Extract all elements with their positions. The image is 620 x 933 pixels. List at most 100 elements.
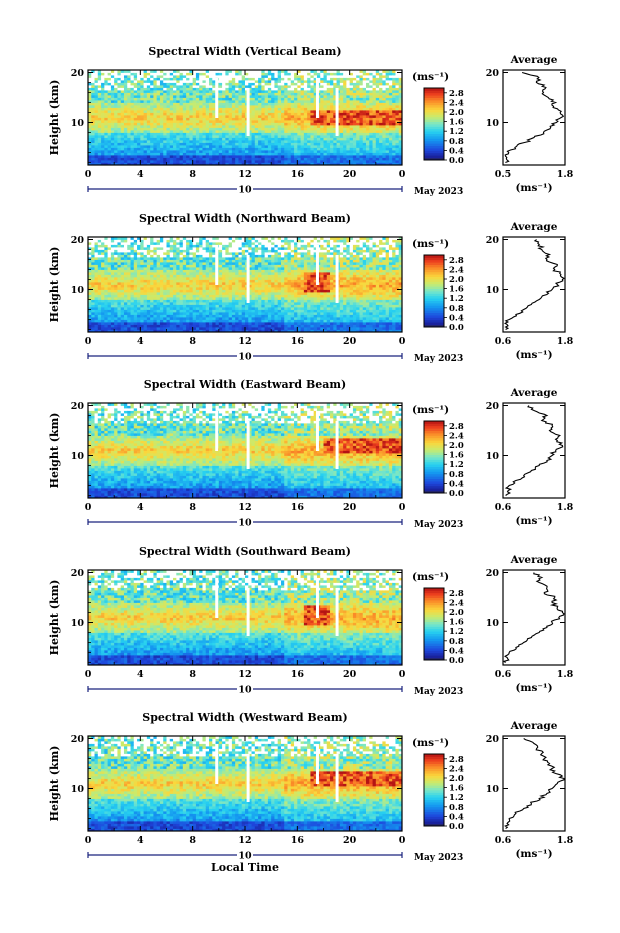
heatmap-cell [209, 93, 213, 96]
heatmap-cell [199, 75, 203, 78]
heatmap-cell [389, 90, 393, 93]
heatmap-cell [98, 130, 102, 133]
heatmap-cell [363, 100, 367, 103]
heatmap-cell [350, 118, 354, 121]
heatmap-cell [379, 143, 383, 146]
colorbar-tick-label: 1.6 [449, 118, 464, 128]
heatmap-cell [252, 118, 256, 121]
heatmap-cell [153, 128, 157, 131]
heatmap-cell [150, 123, 154, 126]
heatmap-cell [350, 143, 354, 146]
heatmap-cell [137, 287, 141, 290]
heatmap-cell [111, 105, 115, 108]
panel-2: Spectral Width (Northward Beam)1020Heigh… [48, 212, 574, 364]
heatmap-cell [350, 90, 354, 93]
heatmap-cell [147, 305, 151, 308]
heatmap-cell [134, 242, 138, 245]
heatmap-cell [373, 110, 377, 113]
heatmap-cell [320, 93, 324, 96]
heatmap-cell [170, 80, 174, 83]
heatmap-cell [186, 280, 190, 283]
heatmap-cell [366, 90, 370, 93]
heatmap-cell [356, 100, 360, 103]
heatmap-cell [330, 73, 334, 76]
heatmap-cell [176, 312, 180, 315]
heatmap-cell [274, 93, 278, 96]
heatmap-cell [327, 145, 331, 148]
heatmap-cell [101, 150, 105, 153]
heatmap-cell [202, 130, 206, 133]
heatmap-cell [163, 138, 167, 141]
heatmap-cell [304, 140, 308, 143]
heatmap-cell [222, 148, 226, 151]
heatmap-cell [330, 85, 334, 88]
heatmap-cell [310, 98, 314, 101]
heatmap-cell [363, 118, 367, 121]
heatmap-cell [382, 108, 386, 111]
heatmap-cell [359, 160, 363, 163]
heatmap-cell [180, 315, 184, 318]
heatmap-cell [131, 155, 135, 158]
heatmap-cell [153, 88, 157, 91]
heatmap-cell [153, 277, 157, 280]
heatmap-cell [160, 133, 164, 136]
heatmap-cell [291, 105, 295, 108]
heatmap-cell [320, 75, 324, 78]
heatmap-cell [121, 267, 125, 270]
heatmap-cell [108, 130, 112, 133]
heatmap-cell [98, 292, 102, 295]
heatmap-cell [167, 265, 171, 268]
heatmap-cell [150, 100, 154, 103]
heatmap-cell [167, 123, 171, 126]
heatmap-cell [327, 148, 331, 151]
heatmap-cell [134, 285, 138, 288]
heatmap-cell [252, 83, 256, 86]
heatmap-cell [160, 150, 164, 153]
heatmap-cell [346, 85, 350, 88]
colorbar-segment [424, 119, 444, 122]
heatmap-cell [359, 78, 363, 81]
heatmap-cell [327, 135, 331, 138]
heatmap-cell [216, 125, 220, 128]
heatmap-cell [206, 88, 210, 91]
heatmap-cell [340, 98, 344, 101]
heatmap-cell [278, 138, 282, 141]
heatmap-cell [153, 292, 157, 295]
heatmap-cell [111, 275, 115, 278]
heatmap-cell [268, 133, 272, 136]
heatmap-cell [180, 302, 184, 305]
heatmap-cell [245, 143, 249, 146]
heatmap-cell [150, 305, 154, 308]
heatmap-cell [281, 128, 285, 131]
heatmap-cell [258, 108, 262, 111]
heatmap-cell [124, 150, 128, 153]
heatmap-cell [245, 145, 249, 148]
heatmap-cell [395, 118, 399, 121]
heatmap-cell [183, 312, 187, 315]
heatmap-cell [235, 148, 239, 151]
heatmap-cell [317, 145, 321, 148]
heatmap-cell [363, 123, 367, 126]
heatmap-cell [196, 103, 200, 106]
heatmap-cell [114, 310, 118, 313]
heatmap-cell [330, 80, 334, 83]
heatmap-cell [310, 143, 314, 146]
heatmap-cell [91, 138, 95, 141]
heatmap-cell [160, 290, 164, 293]
heatmap-cell [104, 302, 108, 305]
heatmap-cell [150, 95, 154, 98]
heatmap-cell [176, 158, 180, 161]
heatmap-cell [392, 88, 396, 91]
heatmap-cell [317, 160, 321, 163]
heatmap-cell [369, 108, 373, 111]
heatmap-cell [186, 148, 190, 151]
heatmap-cell [265, 83, 269, 86]
heatmap-cell [167, 73, 171, 76]
heatmap-cell [189, 143, 193, 146]
heatmap-cell [343, 158, 347, 161]
heatmap-cell [101, 260, 105, 263]
heatmap-cell [131, 78, 135, 81]
heatmap-cell [91, 110, 95, 113]
heatmap-cell [307, 150, 311, 153]
heatmap-cell [134, 240, 138, 243]
